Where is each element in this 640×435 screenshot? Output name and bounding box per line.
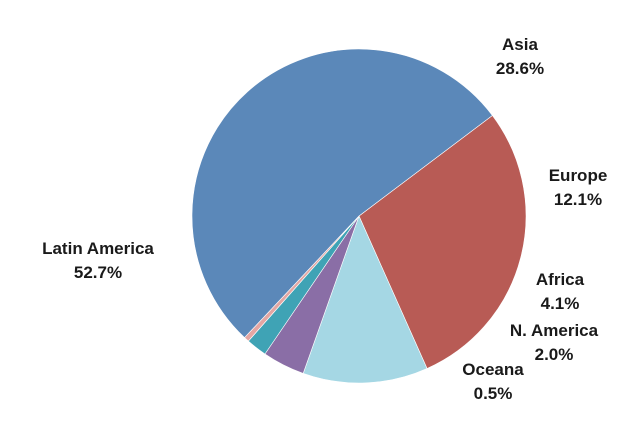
slice-asia: [358, 115, 527, 369]
label-asia: Asia 28.6%: [496, 35, 544, 78]
label-n-america: N. America 2.0%: [510, 321, 599, 364]
slice-europe: [302, 215, 428, 384]
label-africa: Africa 4.1%: [536, 270, 585, 313]
pie-slices: [191, 48, 527, 384]
label-europe: Europe 12.1%: [549, 166, 608, 209]
slice-latin-america: [191, 48, 493, 339]
label-oceana: Oceana 0.5%: [462, 360, 524, 403]
label-latin-america: Latin America 52.7%: [42, 239, 154, 282]
